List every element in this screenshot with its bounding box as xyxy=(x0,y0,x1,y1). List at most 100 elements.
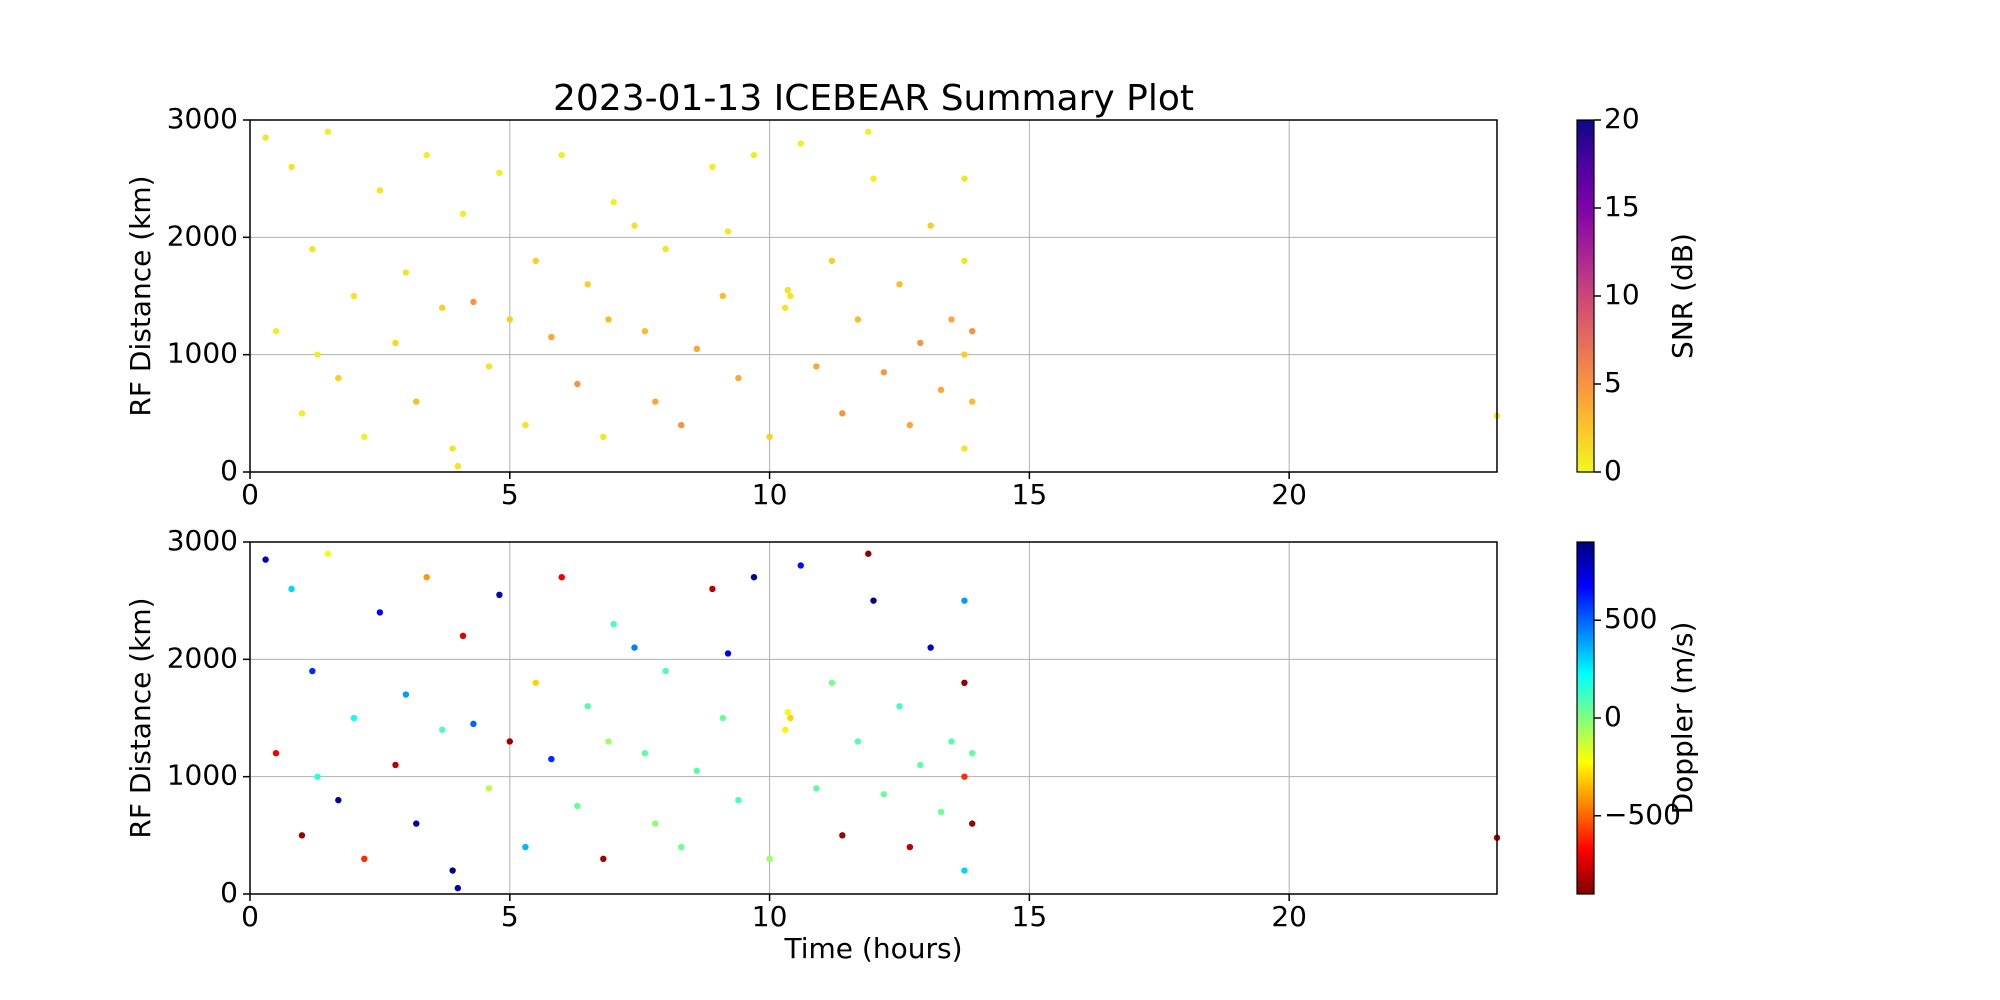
scatter-point xyxy=(335,796,342,804)
scatter-point xyxy=(496,591,503,598)
y-tick-label: 1000 xyxy=(167,759,238,792)
plot-frame xyxy=(249,119,1498,473)
scatter-point xyxy=(880,791,888,798)
scatter-point xyxy=(709,585,716,593)
y-axis-label: RF Distance (km) xyxy=(124,175,157,416)
scatter-point xyxy=(678,421,685,429)
scatter-point xyxy=(724,228,732,235)
scatter-point xyxy=(262,556,269,563)
scatter-point xyxy=(813,785,820,792)
x-tick-label: 5 xyxy=(501,900,519,933)
scatter-point xyxy=(605,316,612,323)
scatter-point xyxy=(969,398,976,405)
scatter-point xyxy=(961,679,968,686)
scatter-point xyxy=(839,410,846,417)
scatter-point xyxy=(610,198,617,206)
scatter-point xyxy=(413,398,420,405)
scatter-point xyxy=(506,738,513,745)
colorbar-tick-label: 20 xyxy=(1604,102,1640,135)
scatter-point xyxy=(574,380,581,388)
scatter-point xyxy=(735,374,742,382)
scatter-point xyxy=(797,562,804,569)
colorbar-tick-label: 0 xyxy=(1604,700,1622,733)
scatter-point xyxy=(262,134,269,141)
scatter-point xyxy=(927,644,934,651)
x-tick-label: 15 xyxy=(1012,900,1048,933)
scatter-point xyxy=(423,152,430,159)
scatter-point xyxy=(361,433,368,440)
scatter-point xyxy=(350,714,358,722)
scatter-point xyxy=(288,585,295,593)
scatter-point xyxy=(506,316,513,323)
scatter-point xyxy=(662,667,669,675)
scatter-point xyxy=(631,222,638,229)
scatter-point xyxy=(449,445,456,452)
scatter-point xyxy=(272,328,280,335)
scatter-point xyxy=(766,855,773,862)
x-tick-label: 0 xyxy=(241,478,259,511)
x-axis-label: Time (hours) xyxy=(784,932,963,965)
scatter-point xyxy=(335,374,342,382)
scatter-point xyxy=(865,128,872,135)
scatter-point xyxy=(532,679,539,686)
scatter-point xyxy=(324,550,332,557)
scatter-point xyxy=(470,298,477,306)
colorbar-label: SNR (dB) xyxy=(1666,233,1699,359)
scatter-point xyxy=(298,832,306,839)
scatter-point xyxy=(324,128,332,135)
scatter-point xyxy=(376,187,384,194)
scatter-point xyxy=(787,714,794,722)
scatter-point xyxy=(641,328,649,335)
scatter-point xyxy=(392,339,399,347)
scatter-point xyxy=(413,820,420,827)
x-tick-label: 5 xyxy=(501,478,519,511)
scatter-point xyxy=(961,257,968,264)
scatter-point xyxy=(631,644,638,651)
y-tick-label: 1000 xyxy=(167,337,238,370)
scatter-point xyxy=(906,843,914,851)
scatter-point xyxy=(376,609,384,616)
scatter-point xyxy=(719,292,727,300)
scatter-point xyxy=(719,714,727,722)
scatter-point xyxy=(532,257,539,264)
scatter-point xyxy=(652,398,659,405)
scatter-point xyxy=(961,867,968,874)
scatter-point xyxy=(784,708,791,716)
scatter-point xyxy=(828,257,836,264)
scatter-point xyxy=(948,316,955,323)
scatter-point xyxy=(361,855,368,862)
scatter-point xyxy=(548,755,555,763)
scatter-point xyxy=(678,843,685,851)
colorbar-tick-label: −500 xyxy=(1604,798,1681,831)
scatter-point xyxy=(797,140,804,147)
x-tick-label: 20 xyxy=(1271,900,1307,933)
scatter-point xyxy=(605,738,612,745)
scatter-point xyxy=(969,750,976,757)
scatter-point xyxy=(584,281,591,288)
scatter-point xyxy=(709,163,716,171)
chart-title: 2023-01-13 ICEBEAR Summary Plot xyxy=(553,78,1194,119)
scatter-point xyxy=(522,843,529,851)
scatter-point xyxy=(828,679,836,686)
scatter-point xyxy=(917,761,924,769)
scatter-point xyxy=(309,245,316,253)
scatter-point xyxy=(781,726,789,733)
scatter-point xyxy=(454,884,462,892)
scatter-point xyxy=(485,363,493,370)
colorbar-tick-label: 10 xyxy=(1604,278,1640,311)
scatter-point xyxy=(652,820,659,827)
scatter-point xyxy=(693,345,701,352)
y-axis-label: RF Distance (km) xyxy=(124,597,157,838)
scatter-point xyxy=(439,726,446,733)
y-tick-label: 2000 xyxy=(167,641,238,674)
scatter-point xyxy=(693,767,701,774)
scatter-point xyxy=(454,462,462,470)
scatter-point xyxy=(584,703,591,710)
scatter-point xyxy=(937,808,945,816)
scatter-point xyxy=(969,328,976,335)
scatter-point xyxy=(288,163,295,171)
scatter-point xyxy=(854,316,862,323)
scatter-point xyxy=(402,269,410,276)
